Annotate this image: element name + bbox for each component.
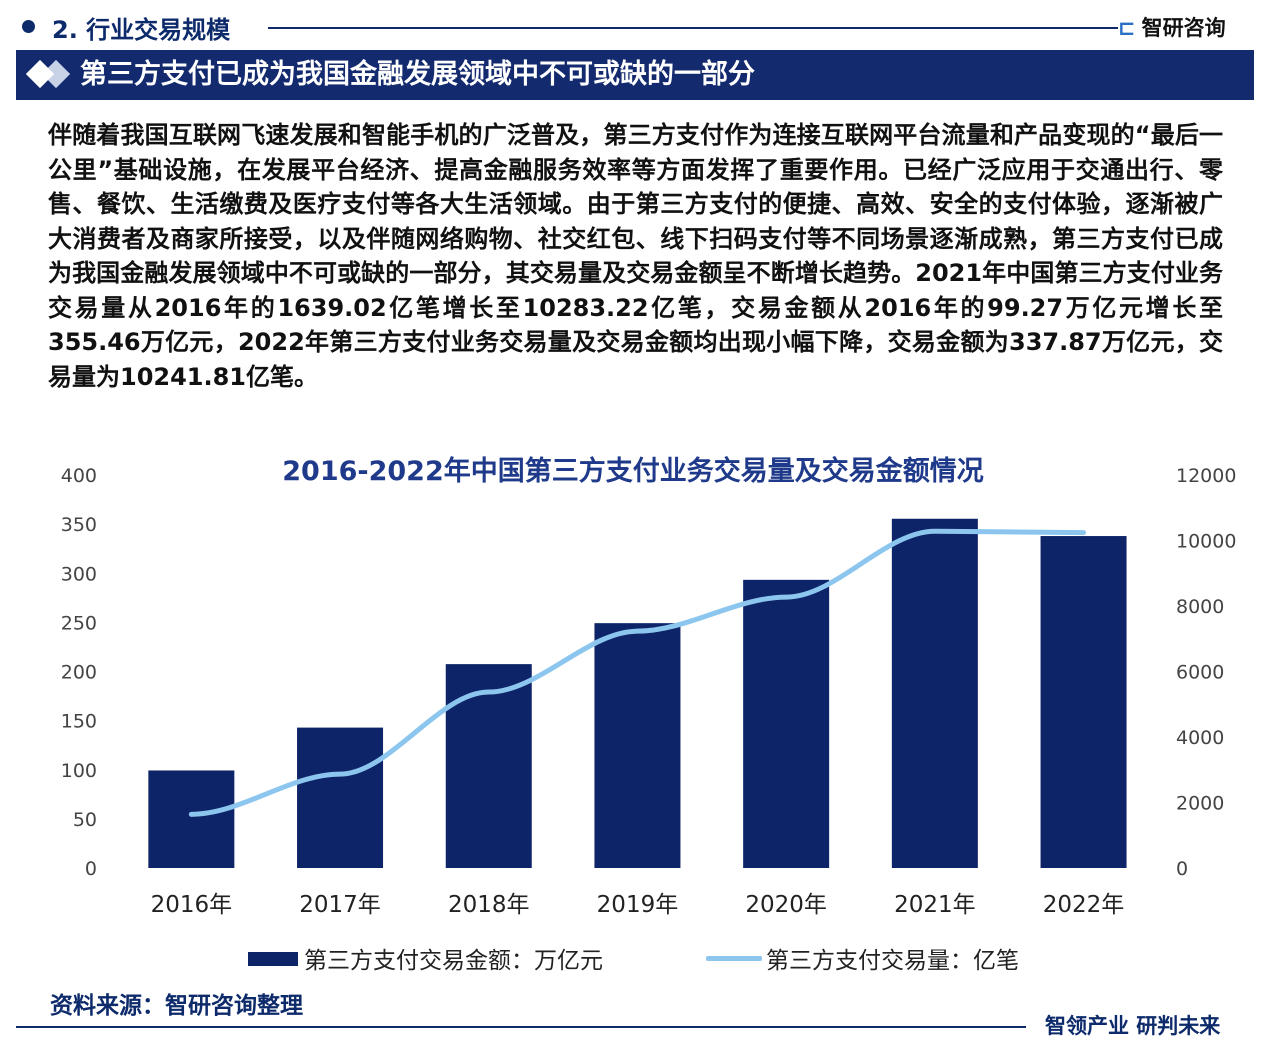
x-tick-label: 2020年 <box>745 892 827 918</box>
left-tick-label: 50 <box>73 809 97 831</box>
legend: 第三方支付交易金额：万亿元 第三方支付交易量：亿笔 <box>248 948 1019 974</box>
bars <box>148 518 1127 868</box>
bullet-icon <box>22 20 35 33</box>
line-series <box>188 528 1087 817</box>
bar <box>891 518 978 868</box>
right-tick-label: 8000 <box>1176 596 1224 618</box>
bar <box>445 664 532 868</box>
legend-swatch-bar <box>248 952 298 966</box>
left-axis: 0 50 100 150 200 250 300 350 400 <box>61 465 97 880</box>
left-tick-label: 200 <box>61 662 97 684</box>
logo-text: 智研咨询 <box>1141 16 1226 40</box>
right-tick-label: 6000 <box>1176 662 1224 684</box>
legend-label-line: 第三方支付交易量：亿笔 <box>766 948 1019 974</box>
right-axis: 0 2000 4000 6000 8000 10000 12000 <box>1176 465 1236 880</box>
x-tick-label: 2016年 <box>151 892 233 918</box>
left-tick-label: 300 <box>61 563 97 585</box>
left-tick-label: 350 <box>61 514 97 536</box>
header-rule <box>268 27 1118 29</box>
x-tick-label: 2019年 <box>597 892 679 918</box>
bar <box>297 727 384 868</box>
bar <box>743 579 830 868</box>
left-tick-label: 250 <box>61 612 97 634</box>
bar <box>1040 536 1127 868</box>
brand-logo: ⊏ 智研咨询 <box>1118 12 1226 42</box>
x-axis: 2016年 2017年 2018年 2019年 2020年 2021年 2022年 <box>151 892 1125 918</box>
left-tick-label: 150 <box>61 711 97 733</box>
bar <box>594 623 681 868</box>
slogan: 智领产业 研判未来 <box>1045 1014 1221 1038</box>
footer-rule <box>16 1026 1026 1028</box>
right-tick-label: 12000 <box>1176 465 1236 487</box>
section-header: 2. 行业交易规模 ⊏ 智研咨询 <box>18 8 1258 44</box>
banner: 第三方支付已成为我国金融发展领域中不可或缺的一部分 <box>16 50 1254 100</box>
x-tick-label: 2021年 <box>894 892 976 918</box>
source-note: 资料来源：智研咨询整理 <box>50 993 303 1019</box>
right-tick-label: 10000 <box>1176 531 1236 553</box>
left-tick-label: 100 <box>61 760 97 782</box>
banner-title: 第三方支付已成为我国金融发展领域中不可或缺的一部分 <box>80 59 755 90</box>
left-tick-label: 400 <box>61 465 97 487</box>
x-tick-label: 2018年 <box>448 892 530 918</box>
logo-icon: ⊏ <box>1118 16 1136 40</box>
right-tick-label: 0 <box>1176 858 1188 880</box>
chart-title: 2016-2022年中国第三方支付业务交易量及交易金额情况 <box>282 455 984 487</box>
x-tick-label: 2022年 <box>1043 892 1125 918</box>
bar <box>148 770 235 868</box>
left-tick-label: 0 <box>85 858 97 880</box>
right-tick-label: 2000 <box>1176 793 1224 815</box>
legend-swatch-line <box>706 956 762 961</box>
right-tick-label: 4000 <box>1176 727 1224 749</box>
x-tick-label: 2017年 <box>299 892 381 918</box>
combo-chart: 2016-2022年中国第三方支付业务交易量及交易金额情况 0 50 100 150 2… <box>61 455 1237 974</box>
legend-label-bar: 第三方支付交易金额：万亿元 <box>304 948 603 974</box>
section-title: 2. 行业交易规模 <box>52 16 231 44</box>
body-paragraph: 伴随着我国互联网飞速发展和智能手机的广泛普及，第三方支付作为连接互联网平台流量和… <box>48 121 1223 391</box>
